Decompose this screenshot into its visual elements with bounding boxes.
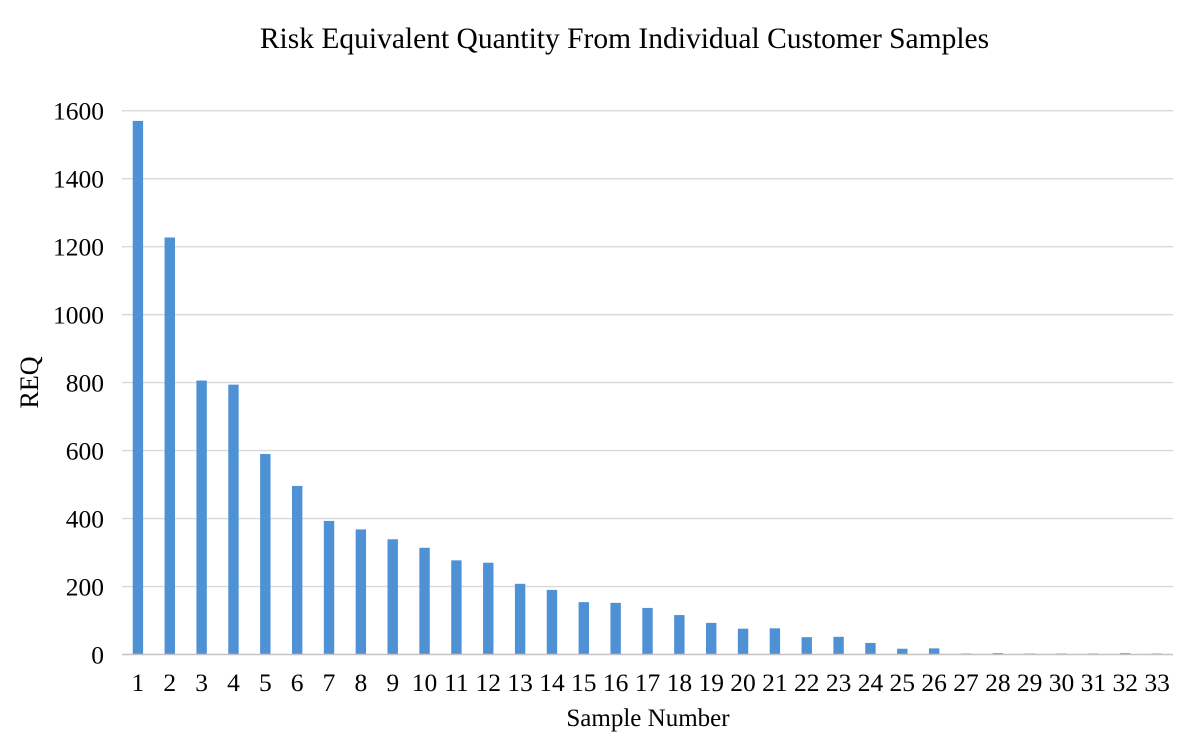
- svg-text:1400: 1400: [53, 164, 104, 193]
- svg-text:15: 15: [571, 668, 597, 697]
- svg-text:2: 2: [163, 668, 176, 697]
- svg-text:7: 7: [323, 668, 336, 697]
- svg-text:8: 8: [354, 668, 367, 697]
- svg-text:6: 6: [291, 668, 304, 697]
- svg-text:800: 800: [66, 368, 104, 397]
- svg-text:20: 20: [730, 668, 756, 697]
- svg-text:25: 25: [890, 668, 916, 697]
- svg-text:1200: 1200: [53, 232, 104, 261]
- svg-text:REQ: REQ: [15, 356, 44, 408]
- svg-text:22: 22: [794, 668, 820, 697]
- svg-text:200: 200: [66, 572, 104, 601]
- svg-text:31: 31: [1081, 668, 1107, 697]
- svg-text:9: 9: [386, 668, 399, 697]
- svg-text:32: 32: [1112, 668, 1138, 697]
- svg-text:21: 21: [762, 668, 788, 697]
- svg-text:1: 1: [132, 668, 145, 697]
- svg-text:23: 23: [826, 668, 852, 697]
- svg-text:5: 5: [259, 668, 272, 697]
- svg-text:12: 12: [476, 668, 502, 697]
- svg-text:33: 33: [1144, 668, 1170, 697]
- svg-text:17: 17: [635, 668, 661, 697]
- svg-text:Sample Number: Sample Number: [566, 705, 730, 732]
- svg-text:18: 18: [667, 668, 693, 697]
- svg-text:19: 19: [698, 668, 724, 697]
- svg-text:10: 10: [412, 668, 438, 697]
- svg-text:29: 29: [1017, 668, 1043, 697]
- svg-text:3: 3: [195, 668, 208, 697]
- svg-text:1600: 1600: [53, 97, 104, 126]
- svg-text:1000: 1000: [53, 300, 104, 329]
- svg-text:400: 400: [66, 504, 104, 533]
- svg-text:4: 4: [227, 668, 240, 697]
- svg-text:13: 13: [507, 668, 533, 697]
- svg-text:600: 600: [66, 436, 104, 465]
- svg-text:24: 24: [858, 668, 884, 697]
- svg-text:26: 26: [921, 668, 947, 697]
- svg-text:16: 16: [603, 668, 629, 697]
- svg-text:27: 27: [953, 668, 979, 697]
- svg-text:Risk Equivalent Quantity From: Risk Equivalent Quantity From Individual…: [260, 23, 989, 55]
- svg-text:14: 14: [539, 668, 565, 697]
- svg-text:28: 28: [985, 668, 1011, 697]
- svg-text:30: 30: [1049, 668, 1075, 697]
- svg-text:11: 11: [444, 668, 469, 697]
- svg-text:0: 0: [91, 640, 104, 669]
